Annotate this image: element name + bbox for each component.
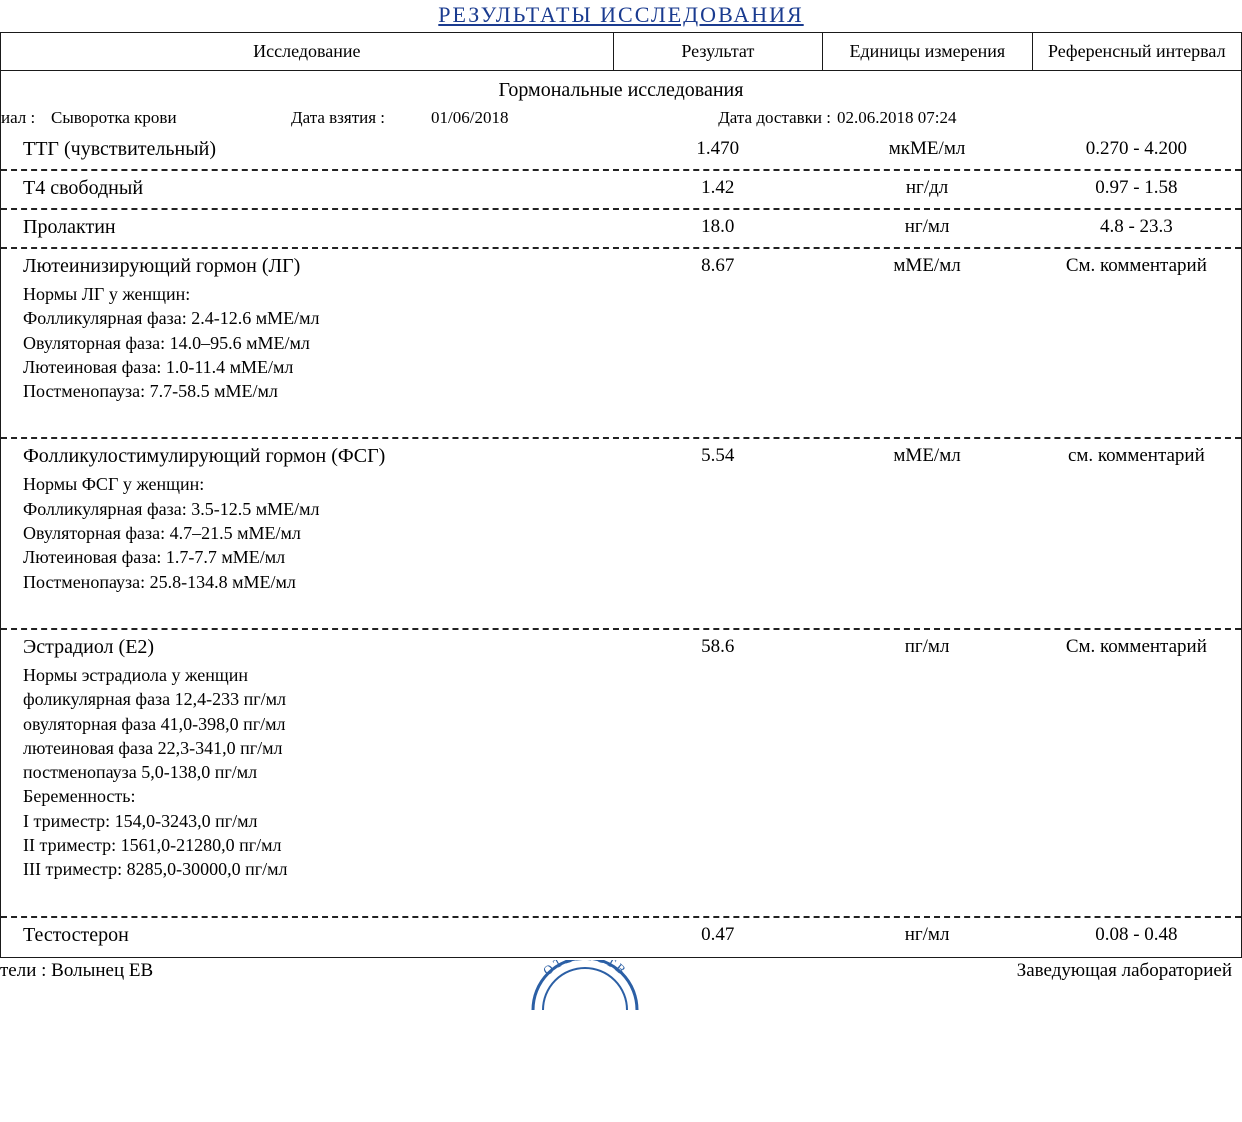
dashed-separator	[1, 247, 1241, 249]
test-name: Пролактин	[23, 216, 607, 239]
reference-cell: 0.97 - 1.58	[1032, 173, 1241, 206]
norm-line: Фолликулярная фаза: 3.5-12.5 мМЕ/мл	[23, 497, 607, 521]
table-row: Фолликулостимулирующий гормон (ФСГ) Нормы…	[1, 441, 1241, 625]
norm-line: Постменопауза: 7.7-58.5 мМЕ/мл	[23, 379, 607, 403]
collect-value: 01/06/2018	[431, 108, 691, 128]
norm-line: лютеиновая фаза 22,3-341,0 пг/мл	[23, 736, 607, 760]
norm-line: Фолликулярная фаза: 2.4-12.6 мМЕ/мл	[23, 306, 607, 330]
table-row: ТТГ (чувствительный) 1.470мкМЕ/мл0.270 - …	[1, 134, 1241, 167]
dashed-separator	[1, 208, 1241, 210]
footer-left: тели : Волынец ЕВ	[0, 960, 153, 982]
norm-line: Беременность:	[23, 784, 607, 808]
norm-line: постменопауза 5,0-138,0 пг/мл	[23, 760, 607, 784]
units-cell: мМЕ/мл	[822, 251, 1031, 435]
norm-line: II триместр: 1561,0-21280,0 пг/мл	[23, 833, 607, 857]
result-cell: 8.67	[613, 251, 822, 435]
result-cell: 0.47	[613, 920, 822, 953]
column-header-row: Исследование Результат Единицы измерения…	[0, 32, 1242, 71]
table-row: Т4 свободный 1.42нг/дл0.97 - 1.58	[1, 173, 1241, 206]
test-name: Тестостерон	[23, 924, 607, 947]
dashed-separator	[1, 916, 1241, 918]
units-cell: мкМЕ/мл	[822, 134, 1031, 167]
norm-line: овуляторная фаза 41,0-398,0 пг/мл	[23, 712, 607, 736]
result-cell: 5.54	[613, 441, 822, 625]
delivery-value: 02.06.2018 07:24	[831, 108, 1001, 128]
table-row: Тестостерон 0.47нг/мл0.08 - 0.48	[1, 920, 1241, 953]
stamp-text: ОТВЕТСТВ	[540, 960, 630, 978]
norm-line: Овуляторная фаза: 14.0–95.6 мМЕ/мл	[23, 331, 607, 355]
test-cell: Эстрадиол (Е2) Нормы эстрадиола у женщинф…	[1, 632, 613, 914]
norm-line: I триместр: 154,0-3243,0 пг/мл	[23, 809, 607, 833]
table-row: Лютеинизирующий гормон (ЛГ) Нормы ЛГ у же…	[1, 251, 1241, 435]
footer-right: Заведующая лабораторией	[1017, 960, 1232, 982]
norm-line: Нормы ЛГ у женщин:	[23, 282, 607, 306]
norm-line: Постменопауза: 25.8-134.8 мМЕ/мл	[23, 570, 607, 594]
report-title: РЕЗУЛЬТАТЫ ИССЛЕДОВАНИЯ	[0, 0, 1242, 32]
test-name: Лютеинизирующий гормон (ЛГ)	[23, 255, 607, 278]
section-title: Гормональные исследования	[1, 71, 1241, 106]
test-name: Фолликулостимулирующий гормон (ФСГ)	[23, 445, 607, 468]
table-row: Пролактин 18.0нг/мл4.8 - 23.3	[1, 212, 1241, 245]
units-cell: нг/мл	[822, 920, 1031, 953]
test-name: Т4 свободный	[23, 177, 607, 200]
result-cell: 1.470	[613, 134, 822, 167]
reference-cell: См. комментарий	[1032, 251, 1241, 435]
test-cell: Тестостерон	[1, 920, 613, 953]
result-cell: 18.0	[613, 212, 822, 245]
units-cell: пг/мл	[822, 632, 1031, 914]
col-test-header: Исследование	[1, 33, 614, 71]
norm-line: Нормы ФСГ у женщин:	[23, 472, 607, 496]
reference-cell: См. комментарий	[1032, 632, 1241, 914]
dashed-separator	[1, 437, 1241, 439]
footer-left-value: Волынец ЕВ	[51, 960, 153, 981]
norm-line: фоликулярная фаза 12,4-233 пг/мл	[23, 687, 607, 711]
delivery-label: Дата доставки :	[691, 108, 831, 128]
test-cell: Т4 свободный	[1, 173, 613, 206]
result-cell: 58.6	[613, 632, 822, 914]
test-cell: Фолликулостимулирующий гормон (ФСГ) Нормы…	[1, 441, 613, 625]
norm-line: Овуляторная фаза: 4.7–21.5 мМЕ/мл	[23, 521, 607, 545]
dashed-separator	[1, 169, 1241, 171]
dashed-separator	[1, 628, 1241, 630]
sample-meta-line: иал : Сыворотка крови Дата взятия : 01/0…	[1, 106, 1241, 134]
results-table: ТТГ (чувствительный) 1.470мкМЕ/мл0.270 - …	[1, 134, 1241, 953]
table-row: Эстрадиол (Е2) Нормы эстрадиола у женщинф…	[1, 632, 1241, 914]
svg-text:ОТВЕТСТВ: ОТВЕТСТВ	[540, 960, 630, 978]
test-norms: Нормы эстрадиола у женщинфоликулярная фа…	[23, 663, 607, 882]
test-name: ТТГ (чувствительный)	[23, 138, 607, 161]
norm-line: Лютеиновая фаза: 1.0-11.4 мМЕ/мл	[23, 355, 607, 379]
test-norms: Нормы ФСГ у женщин:Фолликулярная фаза: 3…	[23, 472, 607, 593]
reference-cell: 4.8 - 23.3	[1032, 212, 1241, 245]
col-units-header: Единицы измерения	[823, 33, 1032, 71]
col-result-header: Результат	[613, 33, 822, 71]
reference-cell: см. комментарий	[1032, 441, 1241, 625]
col-ref-header: Референсный интервал	[1032, 33, 1241, 71]
norm-line: Нормы эстрадиола у женщин	[23, 663, 607, 687]
test-cell: ТТГ (чувствительный)	[1, 134, 613, 167]
footer-left-label: тели :	[0, 960, 46, 981]
report-footer: тели : Волынец ЕВ ОТВЕТСТВ Заведующая ла…	[0, 958, 1242, 1010]
norm-line: Лютеиновая фаза: 1.7-7.7 мМЕ/мл	[23, 545, 607, 569]
test-norms: Нормы ЛГ у женщин:Фолликулярная фаза: 2.…	[23, 282, 607, 403]
material-value: Сыворотка крови	[51, 108, 291, 128]
test-name: Эстрадиол (Е2)	[23, 636, 607, 659]
units-cell: мМЕ/мл	[822, 441, 1031, 625]
reference-cell: 0.270 - 4.200	[1032, 134, 1241, 167]
test-cell: Лютеинизирующий гормон (ЛГ) Нормы ЛГ у же…	[1, 251, 613, 435]
norm-line: III триместр: 8285,0-30000,0 пг/мл	[23, 857, 607, 881]
result-cell: 1.42	[613, 173, 822, 206]
material-label: иал :	[1, 108, 51, 128]
collect-label: Дата взятия :	[291, 108, 431, 128]
units-cell: нг/дл	[822, 173, 1031, 206]
stamp-icon: ОТВЕТСТВ	[525, 960, 645, 1010]
units-cell: нг/мл	[822, 212, 1031, 245]
test-cell: Пролактин	[1, 212, 613, 245]
reference-cell: 0.08 - 0.48	[1032, 920, 1241, 953]
